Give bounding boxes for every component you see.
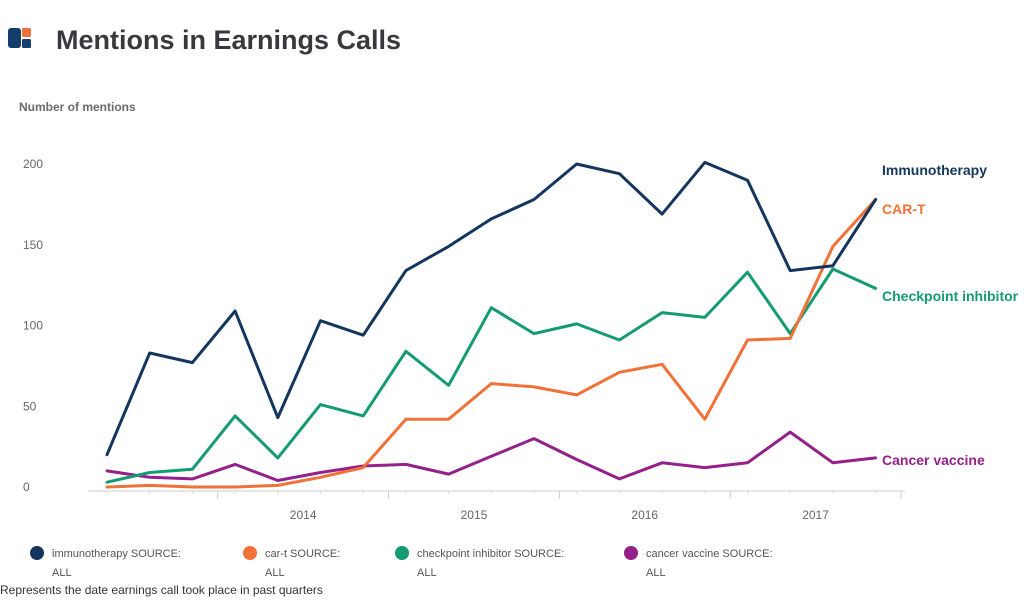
legend-dot	[624, 546, 638, 560]
legend-item-immunotherapy[interactable]: immunotherapy SOURCE: ALL	[30, 546, 181, 579]
series-line-cart	[105, 198, 878, 489]
y-tick-label: 50	[23, 399, 37, 413]
series-label-checkpoint: Checkpoint inhibitor	[882, 288, 1019, 304]
series-line-immunotherapy	[105, 160, 878, 457]
series-end-labels: Immunotherapy CAR-T Checkpoint inhibitor Ca…	[882, 162, 1019, 468]
y-axis-label: Number of mentions	[19, 100, 136, 114]
legend-dot	[243, 546, 257, 560]
y-tick-label: 0	[23, 480, 30, 494]
x-tick-label: 2017	[802, 508, 829, 522]
series-label-immunotherapy: Immunotherapy	[882, 162, 987, 178]
x-tick-label: 2016	[631, 508, 658, 522]
legend-label-source: ALL	[265, 567, 285, 579]
legend-dot	[30, 546, 44, 560]
legend: immunotherapy SOURCE: ALL car-t SOURCE: ALL…	[30, 546, 773, 579]
series-line-vaccine	[105, 430, 878, 482]
legend-item-checkpoint[interactable]: checkpoint inhibitor SOURCE: ALL	[395, 546, 564, 579]
legend-label: immunotherapy SOURCE:	[52, 548, 181, 560]
legend-dot	[395, 546, 409, 560]
legend-item-vaccine[interactable]: cancer vaccine SOURCE: ALL	[624, 546, 773, 579]
legend-item-cart[interactable]: car-t SOURCE: ALL	[243, 546, 340, 579]
legend-label-source: ALL	[417, 567, 437, 579]
y-axis-ticks: 0 50 100 150 200	[23, 157, 43, 494]
x-axis-ticks: 2014 2015 2016 2017	[106, 491, 902, 522]
series-label-vaccine: Cancer vaccine	[882, 452, 985, 468]
footnote: Represents the date earnings call took p…	[0, 583, 323, 597]
legend-label: car-t SOURCE:	[265, 548, 340, 560]
y-tick-label: 200	[23, 157, 43, 171]
series-label-cart: CAR-T	[882, 201, 926, 217]
chart-title: Mentions in Earnings Calls	[56, 25, 401, 55]
brand-logo-icon	[8, 28, 31, 48]
legend-label: checkpoint inhibitor SOURCE:	[417, 548, 564, 560]
series-lines	[105, 160, 878, 489]
y-tick-label: 150	[23, 238, 43, 252]
legend-label: cancer vaccine SOURCE:	[646, 548, 773, 560]
series-line-checkpoint	[105, 267, 878, 484]
y-tick-label: 100	[23, 319, 43, 333]
x-tick-label: 2015	[461, 508, 488, 522]
legend-label-source: ALL	[646, 567, 666, 579]
x-tick-label: 2014	[290, 508, 317, 522]
legend-label-source: ALL	[52, 567, 72, 579]
